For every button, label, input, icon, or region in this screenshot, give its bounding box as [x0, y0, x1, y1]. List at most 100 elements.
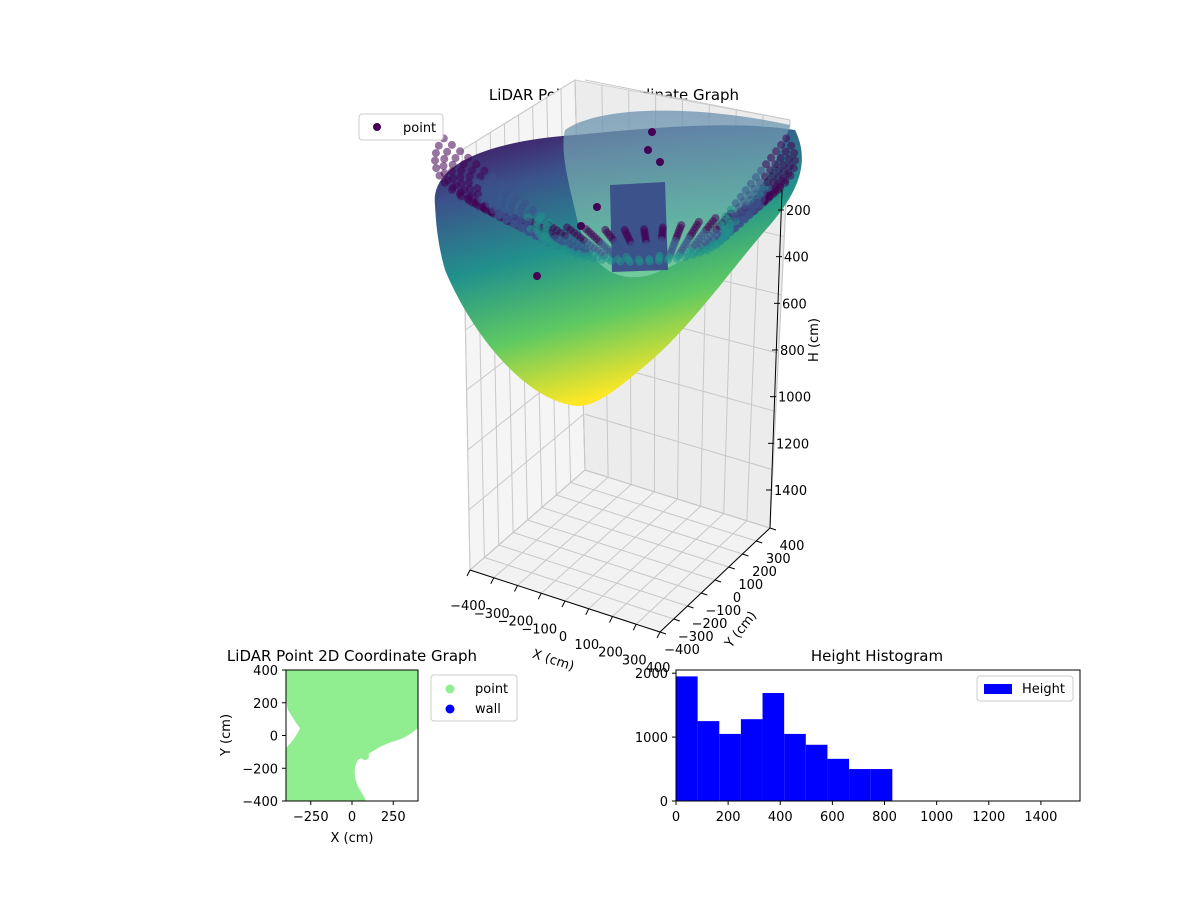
- ring-point: [474, 178, 482, 187]
- ring-point: [635, 258, 644, 266]
- ring-point: [716, 218, 725, 227]
- legend-histogram: Height: [976, 675, 1074, 702]
- ring-point: [589, 254, 598, 263]
- y-tick-3d: [756, 540, 763, 544]
- ring-point: [790, 149, 799, 158]
- x-tick-3d: [514, 585, 518, 592]
- y-tick-3d: [769, 527, 777, 531]
- y-tick-label-3d: 100: [738, 578, 763, 593]
- x-tick-label-3d: 300: [622, 653, 647, 668]
- outlier-point: [648, 128, 656, 136]
- y-tick-label-3d: −400: [664, 643, 700, 658]
- y-tick-label-3d: −300: [678, 630, 714, 645]
- z-tick-label-3d: 1200: [776, 437, 809, 452]
- legend-marker-wall-2d: [445, 704, 455, 714]
- grid-line: [584, 413, 773, 471]
- ring-point: [473, 184, 482, 193]
- ring-point: [559, 246, 568, 255]
- y-tick-3d: [728, 566, 735, 570]
- ticks-2d: −250 0 250 −400 −200 0 200 400: [242, 664, 405, 825]
- histogram-bar: [827, 758, 850, 801]
- ring-point: [785, 162, 794, 171]
- z-tick-label-3d: 400: [784, 251, 809, 266]
- histogram-bar: [805, 744, 828, 801]
- x-axis-label-3d: X (cm): [530, 647, 576, 675]
- y-tick-3d: [659, 631, 667, 635]
- point-cloud: [431, 110, 802, 406]
- x-tick-3d: [585, 608, 590, 615]
- ring-point: [449, 174, 458, 183]
- histogram-bar: [784, 733, 806, 801]
- ring-point: [472, 160, 481, 169]
- x-tick-label-2d: 250: [381, 810, 406, 825]
- ring-point: [465, 172, 474, 181]
- legend-2d: point wall: [430, 674, 518, 722]
- ring-point: [761, 172, 769, 181]
- x-tick-3d: [609, 616, 613, 623]
- x-tick-label-3d: −100: [521, 622, 557, 637]
- ring-point: [645, 257, 654, 266]
- legend-label-point-2d: point: [475, 682, 508, 697]
- grid-line: [588, 505, 701, 610]
- x-tick-3d: [490, 577, 495, 584]
- z-tick-label-3d: 1400: [774, 484, 807, 499]
- y-tick-3d: [687, 605, 694, 609]
- outlier-point: [593, 203, 601, 211]
- y-tick-label-histogram: 1000: [635, 731, 668, 746]
- x-tick-3d: [466, 569, 471, 577]
- y-tick-label-3d: −200: [692, 617, 728, 632]
- chart-2d: LiDAR Point 2D Coordinate Graph −250 0 250…: [219, 647, 518, 846]
- ring-point: [464, 153, 473, 162]
- ring-point: [787, 141, 796, 150]
- ring-point: [767, 153, 776, 162]
- ring-point: [447, 167, 456, 176]
- z-axis-3d: [769, 189, 783, 529]
- ring-point: [465, 184, 474, 193]
- ring-point: [672, 254, 681, 263]
- ring-point: [440, 169, 449, 178]
- x-tick-label-histogram: 600: [820, 810, 845, 825]
- ring-point: [480, 166, 489, 175]
- ring-point: [791, 156, 799, 165]
- ring-point: [771, 160, 780, 169]
- ring-point: [573, 250, 581, 259]
- histogram-bar: [719, 733, 741, 801]
- ring-point: [757, 166, 765, 175]
- grid-line: [527, 519, 716, 581]
- y-tick-label-3d: 0: [733, 591, 741, 606]
- y-tick-label-3d: 300: [766, 552, 791, 567]
- ring-point: [736, 192, 745, 201]
- ring-point: [766, 166, 775, 175]
- histogram-bar: [762, 693, 785, 801]
- ring-point: [654, 256, 663, 265]
- y-tick-3d: [714, 579, 722, 583]
- plot-frame-histogram: [675, 669, 1081, 802]
- z-tick-label-3d: 800: [780, 344, 805, 359]
- y-tick-3d: [742, 553, 749, 557]
- ring-point: [440, 154, 449, 163]
- x-tick-3d: [656, 631, 661, 639]
- z-tick-label-3d: 1000: [778, 391, 811, 406]
- y-tick-label-histogram: 0: [660, 795, 668, 810]
- x-tick-label-3d: 100: [574, 638, 599, 653]
- ring-point: [726, 205, 735, 214]
- legend-label-point: point: [403, 121, 436, 136]
- ring-point: [431, 149, 440, 158]
- ring-point: [580, 252, 589, 261]
- x-tick-label-3d: 400: [646, 661, 671, 676]
- ring-point: [772, 147, 781, 156]
- x-tick-3d: [632, 624, 637, 631]
- ring-point: [456, 173, 465, 182]
- x-tick-label-histogram: 1200: [972, 810, 1005, 825]
- legend-3d: point: [358, 113, 444, 141]
- point-region-2d: [286, 670, 418, 801]
- histogram-bar: [849, 769, 871, 801]
- z-tick-label-3d: 200: [786, 204, 811, 219]
- ring-point: [664, 255, 673, 264]
- ring-point: [616, 257, 625, 266]
- ring-point: [774, 166, 783, 175]
- ring-point: [432, 164, 441, 173]
- ring-point: [780, 167, 789, 176]
- legend-marker-point: [373, 123, 381, 131]
